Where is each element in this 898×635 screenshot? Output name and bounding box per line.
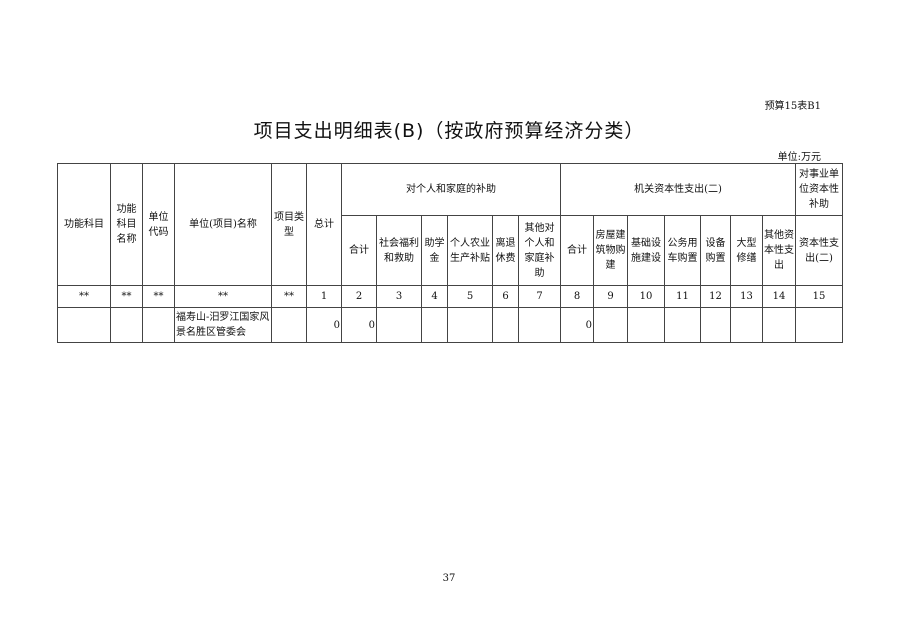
header-group-capital: 机关资本性支出(二) <box>560 163 796 216</box>
table-cell <box>271 307 307 343</box>
header-sub: 助学金 <box>421 215 448 286</box>
table-cell <box>57 307 111 343</box>
header-sub: 合计 <box>341 215 377 286</box>
page-number: 37 <box>442 573 456 584</box>
header-group-personal: 对个人和家庭的补助 <box>341 163 561 216</box>
index-cell: 5 <box>447 285 493 308</box>
budget-table: 功能科目 功能科目名称 单位代码 单位(项目)名称 项目类型 总计 对个人和家庭… <box>57 163 843 343</box>
index-cell: ** <box>142 285 175 308</box>
index-cell: 3 <box>376 285 422 308</box>
header-sub: 其他资本性支出 <box>762 215 796 286</box>
index-cell: 1 <box>306 285 342 308</box>
header-sub: 设备购置 <box>700 215 731 286</box>
index-cell: 12 <box>700 285 731 308</box>
index-cell: 8 <box>560 285 594 308</box>
table-row: 福寿山-汨罗江国家风景名胜区管委会 0 0 0 <box>57 307 843 343</box>
index-cell: 14 <box>762 285 796 308</box>
header-sub: 基础设施建设 <box>627 215 665 286</box>
header-project-type: 项目类型 <box>271 163 307 286</box>
index-cell: 2 <box>341 285 377 308</box>
page-title: 项目支出明细表(B)（按政府预算经济分类） <box>253 120 645 142</box>
table-cell <box>376 307 422 343</box>
unit-label: 单位:万元 <box>777 152 821 163</box>
index-cell: ** <box>57 285 111 308</box>
header-sub: 房屋建筑物购建 <box>593 215 628 286</box>
index-cell: 10 <box>627 285 665 308</box>
index-cell: 11 <box>664 285 701 308</box>
index-cell: 7 <box>518 285 561 308</box>
table-cell <box>762 307 796 343</box>
table-cell <box>730 307 763 343</box>
table-cell <box>664 307 701 343</box>
header-group-institution: 对事业单位资本性补助 <box>795 163 843 216</box>
table-cell: 福寿山-汨罗江国家风景名胜区管委会 <box>174 307 272 343</box>
table-cell <box>110 307 143 343</box>
header-total: 总计 <box>306 163 342 286</box>
table-cell: 0 <box>560 307 594 343</box>
table-cell <box>518 307 561 343</box>
table-code: 预算15表B1 <box>764 101 821 112</box>
header-sub: 社会福利和救助 <box>376 215 422 286</box>
table-cell <box>627 307 665 343</box>
table-cell <box>447 307 493 343</box>
header-unit-name: 单位(项目)名称 <box>174 163 272 286</box>
index-cell: 4 <box>421 285 448 308</box>
index-cell: 9 <box>593 285 628 308</box>
header-sub: 合计 <box>560 215 594 286</box>
index-cell: 13 <box>730 285 763 308</box>
table-cell <box>142 307 175 343</box>
index-cell: ** <box>174 285 272 308</box>
index-cell: ** <box>271 285 307 308</box>
table-cell <box>421 307 448 343</box>
header-func-name: 功能科目名称 <box>110 163 143 286</box>
header-sub: 个人农业生产补贴 <box>447 215 493 286</box>
header-sub: 资本性支出(二) <box>795 215 843 286</box>
header-sub: 其他对个人和家庭补助 <box>518 215 561 286</box>
table-cell <box>700 307 731 343</box>
header-sub: 大型修缮 <box>730 215 763 286</box>
header-func-subject: 功能科目 <box>57 163 111 286</box>
header-sub: 公务用车购置 <box>664 215 701 286</box>
table-cell: 0 <box>306 307 342 343</box>
index-cell: ** <box>110 285 143 308</box>
index-cell: 6 <box>492 285 519 308</box>
header-sub: 离退休费 <box>492 215 519 286</box>
table-cell <box>795 307 843 343</box>
header-unit-code: 单位代码 <box>142 163 175 286</box>
table-cell <box>593 307 628 343</box>
table-cell: 0 <box>341 307 377 343</box>
table-cell <box>492 307 519 343</box>
index-cell: 15 <box>795 285 843 308</box>
